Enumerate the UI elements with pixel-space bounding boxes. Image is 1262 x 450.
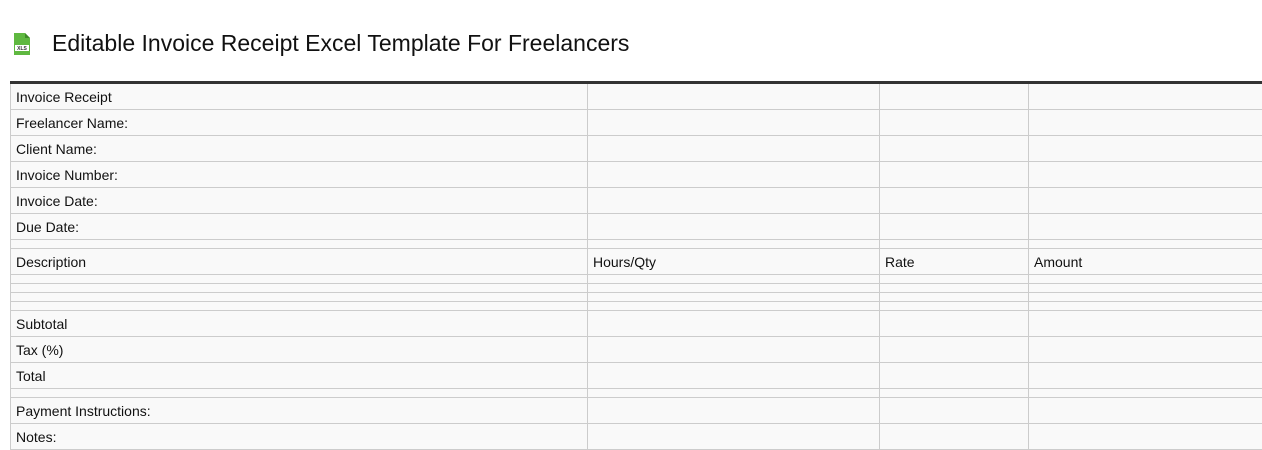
table-cell[interactable] [879,362,1029,389]
table-cell[interactable] [587,239,880,249]
page-title: Editable Invoice Receipt Excel Template … [52,30,630,56]
table-row [10,292,1262,302]
table-cell[interactable] [587,187,880,214]
table-cell[interactable] [1028,161,1262,188]
table-cell[interactable] [587,423,880,450]
table-row: Tax (%) [10,336,1262,363]
table-row: Payment Instructions: [10,397,1262,424]
table-cell[interactable]: Invoice Receipt [10,82,588,110]
table-cell[interactable] [10,301,588,311]
table-cell[interactable] [587,397,880,424]
table-row: Client Name: [10,135,1262,162]
table-cell[interactable] [879,397,1029,424]
table-cell[interactable] [587,310,880,337]
table-row [10,283,1262,293]
table-cell[interactable] [1028,213,1262,240]
table-cell[interactable] [587,109,880,136]
table-row [10,274,1262,284]
table-cell[interactable] [1028,292,1262,302]
xls-file-icon: XLS [12,32,32,55]
table-row: Invoice Date: [10,187,1262,214]
table-cell[interactable] [587,161,880,188]
table-row: Description Hours/Qty Rate Amount [10,248,1262,275]
table-cell[interactable] [587,283,880,293]
table-row [10,239,1262,249]
table-cell[interactable] [587,135,880,162]
table-cell[interactable] [879,239,1029,249]
table-cell[interactable] [587,274,880,284]
table-cell[interactable] [879,310,1029,337]
table-row: Subtotal [10,310,1262,337]
table-cell[interactable] [10,239,588,249]
svg-text:XLS: XLS [17,46,27,52]
table-cell[interactable]: Notes: [10,423,588,450]
table-row: Due Date: [10,213,1262,240]
table-cell[interactable] [587,362,880,389]
table-cell[interactable] [1028,274,1262,284]
table-cell[interactable]: Rate [879,248,1029,275]
table-cell[interactable] [1028,239,1262,249]
table-cell[interactable] [1028,397,1262,424]
table-cell[interactable] [879,292,1029,302]
table-cell[interactable] [879,301,1029,311]
table-cell[interactable] [1028,283,1262,293]
table-cell[interactable]: Freelancer Name: [10,109,588,136]
table-cell[interactable] [879,423,1029,450]
table-row [10,388,1262,398]
table-cell[interactable] [879,187,1029,214]
table-cell[interactable] [587,336,880,363]
table-cell[interactable] [10,388,588,398]
table-row: Notes: [10,423,1262,450]
table-cell[interactable] [1028,82,1262,110]
page-header: XLS Editable Invoice Receipt Excel Templ… [12,30,629,57]
table-cell[interactable] [1028,135,1262,162]
table-cell[interactable] [1028,301,1262,311]
table-cell[interactable] [1028,336,1262,363]
table-cell[interactable]: Hours/Qty [587,248,880,275]
table-cell[interactable]: Total [10,362,588,389]
table-cell[interactable] [10,292,588,302]
table-cell[interactable] [879,135,1029,162]
table-cell[interactable] [587,213,880,240]
invoice-table: Invoice Receipt Freelancer Name: Client Na… [10,81,1262,450]
table-cell[interactable] [879,336,1029,363]
table-cell[interactable] [587,292,880,302]
table-row [10,301,1262,311]
table-cell[interactable]: Invoice Date: [10,187,588,214]
table-cell[interactable] [10,283,588,293]
table-cell[interactable]: Tax (%) [10,336,588,363]
table-cell[interactable] [10,274,588,284]
table-cell[interactable] [1028,109,1262,136]
table-row: Freelancer Name: [10,109,1262,136]
table-cell[interactable]: Subtotal [10,310,588,337]
table-cell[interactable] [587,82,880,110]
table-cell[interactable] [879,82,1029,110]
table-cell[interactable] [879,109,1029,136]
table-cell[interactable]: Description [10,248,588,275]
table-cell[interactable] [587,388,880,398]
table-cell[interactable] [1028,388,1262,398]
table-cell[interactable] [1028,187,1262,214]
table-cell[interactable] [879,388,1029,398]
table-cell[interactable]: Client Name: [10,135,588,162]
table-cell[interactable] [879,213,1029,240]
table-cell[interactable]: Payment Instructions: [10,397,588,424]
table-cell[interactable] [879,161,1029,188]
table-cell[interactable]: Invoice Number: [10,161,588,188]
table-cell[interactable]: Due Date: [10,213,588,240]
table-row: Total [10,362,1262,389]
table-cell[interactable] [587,301,880,311]
table-cell[interactable] [879,274,1029,284]
table-cell[interactable] [879,283,1029,293]
table-cell[interactable] [1028,310,1262,337]
table-cell[interactable]: Amount [1028,248,1262,275]
table-row: Invoice Receipt [10,82,1262,110]
table-cell[interactable] [1028,362,1262,389]
table-row: Invoice Number: [10,161,1262,188]
table-cell[interactable] [1028,423,1262,450]
